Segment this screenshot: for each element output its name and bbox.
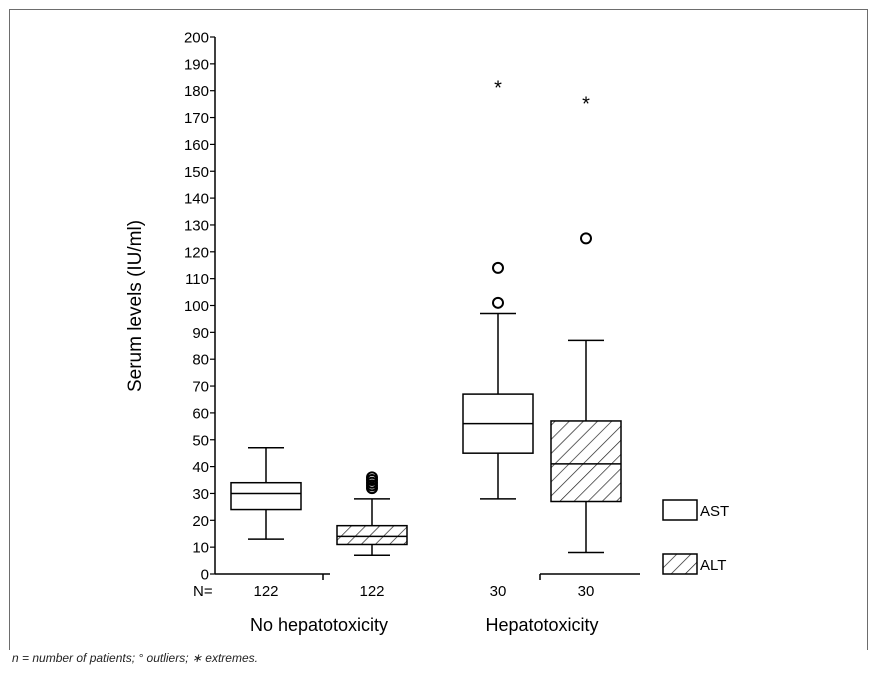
n-count-label: 30 (578, 583, 595, 600)
y-tick-label: 170 (184, 110, 209, 127)
legend-item-ast: AST (662, 499, 729, 521)
box-alt: * 30 (550, 93, 622, 600)
iqr-box (550, 420, 622, 503)
y-tick-label: 50 (192, 432, 209, 449)
extreme-marker: * (494, 77, 502, 99)
legend-label: AST (700, 503, 729, 520)
outlier-marker (492, 261, 504, 274)
iqr-box (230, 481, 302, 511)
y-tick-label: 160 (184, 137, 209, 154)
y-tick-label: 150 (184, 164, 209, 181)
legend-swatch (662, 553, 698, 575)
y-tick-label: 90 (192, 325, 209, 342)
legend-swatch (662, 499, 698, 521)
y-tick-label: 60 (192, 405, 209, 422)
n-prefix-label: N= (193, 583, 213, 600)
y-tick-label: 190 (184, 56, 209, 73)
box-alt: 122 (336, 471, 408, 600)
iqr-box (336, 524, 408, 546)
figure-frame (9, 9, 868, 650)
n-count-label: 122 (359, 583, 384, 600)
n-count-label: 122 (253, 583, 278, 600)
y-tick-label: 120 (184, 244, 209, 261)
y-tick-label: 80 (192, 352, 209, 369)
y-tick-label: 100 (184, 298, 209, 315)
group-label: No hepatotoxicity (250, 615, 388, 635)
outlier-marker (580, 232, 592, 245)
y-tick-label: 40 (192, 459, 209, 476)
y-axis-label: Serum levels (IU/ml) (125, 220, 146, 392)
outlier-marker (366, 471, 378, 484)
group-label: Hepatotoxicity (485, 615, 598, 635)
n-count-label: 30 (490, 583, 507, 600)
legend-item-alt: ALT (662, 553, 726, 575)
y-tick-label: 10 (192, 540, 209, 557)
footnote: n = number of patients; ° outliers; ∗ ex… (12, 651, 258, 665)
legend-label: ALT (700, 557, 726, 574)
extreme-marker: * (582, 93, 590, 115)
y-tick-label: 140 (184, 191, 209, 208)
y-tick-label: 200 (184, 30, 209, 47)
y-tick-label: 70 (192, 379, 209, 396)
y-tick-label: 20 (192, 513, 209, 530)
box-ast: * 30 (462, 77, 534, 600)
outlier-marker (492, 296, 504, 309)
y-tick-label: 0 (201, 567, 209, 584)
y-tick-label: 180 (184, 83, 209, 100)
y-tick-label: 130 (184, 217, 209, 234)
y-tick-label: 30 (192, 486, 209, 503)
box-ast: 122 (230, 447, 302, 600)
y-tick-label: 110 (185, 271, 209, 288)
